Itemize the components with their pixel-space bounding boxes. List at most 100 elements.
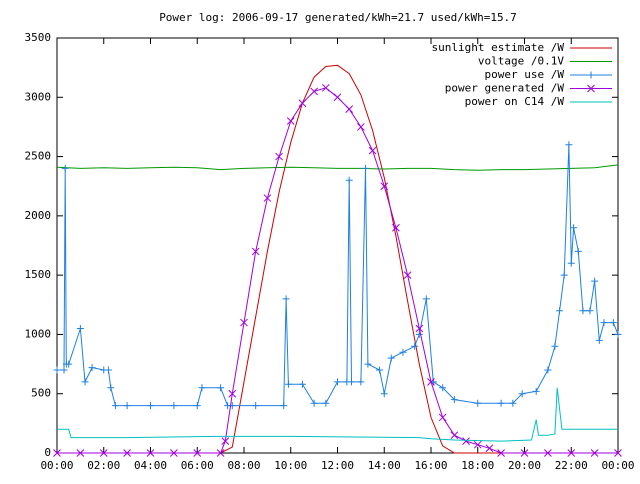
x-tick-label: 04:00 — [134, 459, 167, 472]
point-marker — [147, 402, 154, 410]
x-tick-label: 00:00 — [40, 459, 73, 472]
series-line — [57, 64, 618, 454]
point-marker — [574, 247, 582, 255]
series-line — [57, 144, 619, 407]
point-marker — [263, 194, 272, 202]
x-tick-label: 22:00 — [555, 459, 588, 472]
point-marker — [107, 384, 115, 392]
point-marker — [497, 399, 505, 407]
point-marker — [310, 399, 318, 407]
point-marker — [551, 342, 559, 350]
point-marker — [520, 449, 529, 457]
point-marker — [368, 146, 377, 155]
point-marker — [321, 83, 330, 92]
point-marker — [485, 444, 494, 453]
point-marker — [438, 413, 447, 422]
point-marker — [497, 449, 505, 457]
point-marker — [473, 440, 482, 449]
point-marker — [111, 402, 119, 410]
y-tick-label: 2000 — [25, 209, 52, 222]
point-marker — [387, 354, 395, 362]
point-marker — [193, 402, 201, 410]
point-marker — [123, 402, 131, 410]
point-marker — [146, 449, 155, 457]
point-marker — [586, 307, 594, 315]
x-tick-label: 20:00 — [508, 459, 541, 472]
point-marker — [81, 378, 89, 386]
point-marker — [376, 366, 384, 374]
point-marker — [217, 384, 225, 392]
y-tick-label: 3000 — [25, 90, 52, 103]
point-marker — [567, 449, 576, 457]
point-marker — [104, 366, 112, 374]
point-marker — [193, 449, 202, 457]
point-marker — [450, 431, 459, 440]
point-marker — [333, 93, 342, 102]
point-marker — [286, 117, 295, 125]
point-marker — [53, 366, 61, 374]
point-marker — [251, 247, 260, 256]
point-marker — [403, 271, 412, 279]
point-marker — [53, 449, 61, 457]
point-marker — [334, 378, 341, 386]
point-marker — [61, 164, 69, 172]
legend-label: power use /W — [485, 68, 565, 81]
legend-marker — [587, 84, 595, 93]
x-tick-label: 14:00 — [368, 459, 401, 472]
point-marker — [544, 366, 552, 374]
point-marker — [216, 449, 225, 457]
point-marker — [614, 449, 622, 457]
point-marker — [474, 399, 482, 407]
point-marker — [392, 223, 400, 232]
y-tick-label: 3500 — [25, 31, 52, 44]
y-tick-label: 1500 — [25, 268, 52, 281]
x-tick-label: 00:00 — [601, 459, 634, 472]
x-tick-label: 08:00 — [227, 459, 260, 472]
legend-marker — [587, 71, 595, 79]
point-marker — [298, 99, 307, 108]
point-marker — [364, 360, 372, 368]
x-tick-label: 02:00 — [87, 459, 120, 472]
point-marker — [252, 402, 260, 410]
point-marker — [357, 123, 365, 131]
point-marker — [123, 449, 131, 457]
point-marker — [415, 324, 424, 333]
point-marker — [345, 105, 354, 113]
point-marker — [560, 271, 568, 279]
point-marker — [198, 384, 206, 392]
point-marker — [221, 437, 230, 445]
legend-label: power generated /W — [445, 82, 565, 95]
point-marker — [322, 399, 330, 407]
legend-label: power on C14 /W — [465, 95, 565, 108]
x-tick-label: 06:00 — [181, 459, 214, 472]
chart-title: Power log: 2006-09-17 generated/kWh=21.7… — [159, 11, 517, 24]
point-marker — [345, 176, 353, 184]
point-marker — [532, 387, 540, 395]
point-marker — [565, 141, 573, 149]
point-marker — [99, 449, 108, 457]
point-marker — [567, 259, 575, 267]
x-tick-label: 12:00 — [321, 459, 354, 472]
point-marker — [76, 449, 85, 457]
point-marker — [65, 360, 73, 368]
y-tick-label: 0 — [44, 446, 51, 459]
point-marker — [427, 378, 435, 386]
point-marker — [357, 378, 365, 386]
point-marker — [544, 449, 552, 457]
point-marker — [284, 380, 292, 388]
point-marker — [380, 182, 389, 191]
point-marker — [60, 366, 68, 374]
point-marker — [411, 342, 419, 350]
point-marker — [228, 402, 236, 410]
x-tick-label: 16:00 — [414, 459, 447, 472]
point-marker — [399, 348, 407, 356]
series-line — [57, 387, 618, 442]
point-marker — [282, 295, 290, 303]
point-marker — [280, 402, 288, 410]
point-marker — [590, 449, 599, 457]
y-tick-label: 1000 — [25, 327, 52, 340]
legend-label: voltage /0.1V — [478, 55, 564, 68]
point-marker — [509, 399, 517, 407]
point-marker — [298, 380, 306, 388]
